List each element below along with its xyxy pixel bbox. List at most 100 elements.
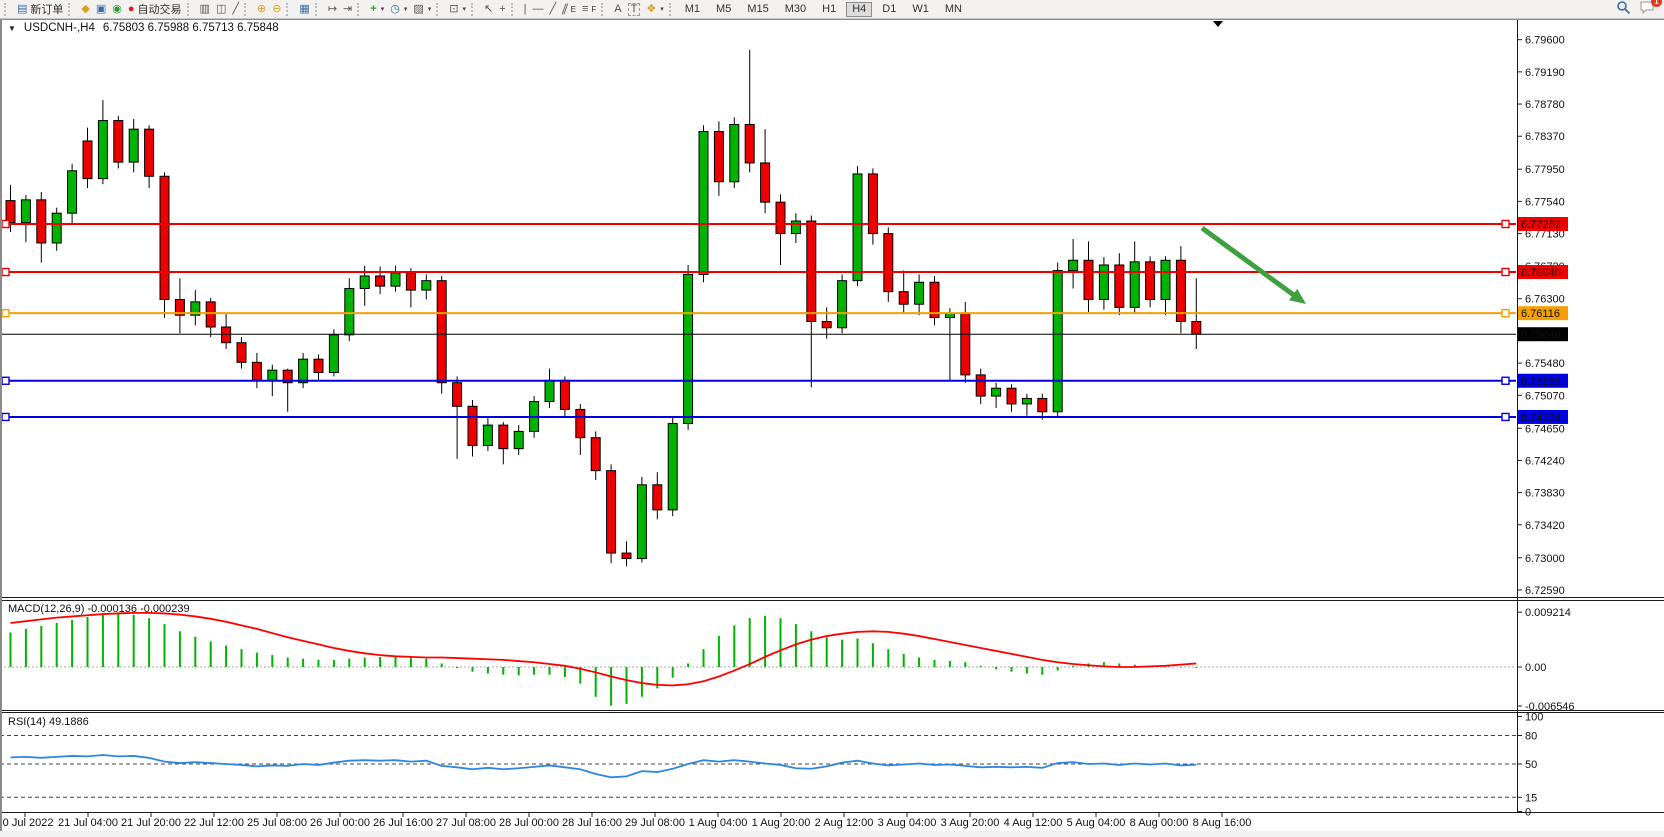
trendline-icon: ╱ [549, 2, 557, 15]
candle-body [344, 288, 355, 336]
zoom-in-button[interactable]: ⊕ [254, 1, 269, 17]
zoom-out-button[interactable]: ⊖ [269, 1, 284, 17]
timeframe-h4-button[interactable]: H4 [846, 1, 873, 17]
chart-style-button[interactable]: ⊡ ▾ [446, 1, 469, 17]
line-price-tag [1518, 265, 1568, 280]
rsi-axis-label: 100 [1525, 712, 1543, 724]
candle-body [1021, 397, 1032, 405]
signals-button[interactable]: ◉ [109, 1, 125, 17]
toolbar-grip[interactable] [601, 2, 607, 16]
candle-body [929, 281, 940, 319]
vertical-line-button[interactable]: | [521, 1, 530, 17]
trend-arrow-annotation[interactable] [1200, 225, 1300, 301]
timeframe-d1-button[interactable]: D1 [882, 2, 897, 15]
line-chart-button[interactable]: ╱ [229, 1, 242, 17]
line-handle-right[interactable] [1501, 267, 1510, 277]
candle-body [1037, 397, 1048, 413]
templates-button[interactable]: ▨ ▾ [410, 1, 434, 17]
channel-icon: ∥ [560, 2, 571, 15]
text-tool-button[interactable]: A [611, 1, 624, 17]
search-button[interactable] [1616, 0, 1631, 18]
toolbar-grip[interactable] [286, 2, 292, 16]
line-handle-left[interactable] [1, 412, 10, 422]
line-price-tag-label: 6.74794 [1521, 412, 1561, 424]
toolbar-grip[interactable] [668, 2, 675, 16]
toolbar-grip[interactable] [357, 2, 363, 16]
candle-body [914, 281, 925, 305]
candle-body [1129, 261, 1140, 308]
candlestick-button[interactable]: ◫ [213, 1, 229, 17]
line-handle-right[interactable] [1501, 376, 1510, 385]
signals-icon: ◉ [112, 2, 122, 15]
arrows-tool-icon: ❖ [646, 2, 657, 15]
metaeditor-button[interactable]: ◆ [78, 1, 92, 17]
candle-body [97, 120, 108, 180]
candle-body [421, 280, 432, 291]
chart-shift-button[interactable]: ⇥ [340, 1, 355, 17]
rsi-line [10, 754, 1197, 779]
status-strip [0, 831, 1664, 837]
candle-body [575, 408, 586, 439]
trendline-button[interactable]: ╱ [547, 1, 560, 17]
price-tick-label: 6.77130 [1525, 229, 1565, 241]
timeframe-mn-button[interactable]: MN [944, 2, 962, 15]
channel-button[interactable]: ∥ E [559, 1, 579, 17]
line-handle-right[interactable] [1501, 412, 1510, 422]
timeframe-h1-button[interactable]: H1 [822, 2, 837, 15]
candle-body [82, 140, 93, 180]
tile-windows-button[interactable]: ▦ [296, 1, 312, 17]
crosshair-button[interactable]: + [496, 1, 508, 17]
line-handle-left[interactable] [1, 219, 10, 229]
date-tick-label: 28 Jul 00:00 [499, 817, 559, 829]
toolbar-grip[interactable] [471, 2, 477, 16]
autotrading-label: 自动交易 [137, 4, 182, 16]
line-price-tag-label: 6.76116 [1521, 308, 1560, 320]
price-tick-label: 6.74240 [1525, 455, 1565, 467]
toolbar-grip[interactable] [186, 2, 193, 16]
candle-body [1068, 259, 1079, 271]
line-handle-right[interactable] [1501, 219, 1510, 229]
timeframe-m1-button[interactable]: M1 [684, 2, 701, 15]
candle-body [190, 301, 201, 316]
periods-button[interactable]: ◷ ▾ [387, 1, 410, 17]
arrows-tool-button[interactable]: ❖ ▾ [643, 1, 666, 17]
date-tick-label: 1 Aug 04:00 [689, 817, 748, 829]
candle-body [51, 212, 62, 244]
date-tick-label: 26 Jul 16:00 [373, 817, 433, 829]
toolbar-grip[interactable] [68, 2, 74, 16]
candle-body [1191, 320, 1202, 335]
new-order-button[interactable]: ▤ 新订单 [14, 1, 66, 17]
timeframe-m5-button[interactable]: M5 [716, 2, 732, 15]
chart-shift-marker-icon[interactable] [1213, 21, 1223, 27]
price-tick-label: 6.72590 [1525, 585, 1565, 597]
bar-chart-button[interactable]: ▥ [197, 1, 213, 17]
charts-button[interactable]: ▣ [93, 1, 109, 17]
toolbar-grip[interactable] [243, 2, 250, 16]
timeframe-w1-button[interactable]: W1 [912, 2, 929, 15]
toolbar-grip[interactable] [4, 2, 10, 16]
toolbar-grip[interactable] [510, 2, 517, 16]
line-handle-left[interactable] [1, 376, 10, 385]
timeframe-m15-button[interactable]: M15 [747, 2, 769, 15]
price-tick-label: 6.73830 [1525, 488, 1565, 500]
auto-scroll-button[interactable]: ↦ [325, 1, 340, 17]
toolbar-grip[interactable] [436, 2, 442, 16]
macd-axis-label: -0.006546 [1525, 701, 1575, 713]
chart-menu-caret-icon[interactable]: ▼ [8, 23, 16, 33]
cursor-button[interactable]: ↖ [481, 1, 496, 17]
toolbar-grip[interactable] [314, 2, 321, 16]
timeframe-m30-button[interactable]: M30 [784, 2, 807, 15]
autotrading-button[interactable]: ● 自动交易 [125, 1, 185, 17]
line-handle-right[interactable] [1501, 308, 1510, 318]
horizontal-line-button[interactable]: — [530, 1, 547, 17]
text-label-button[interactable]: T [625, 1, 644, 17]
indicators-button[interactable]: + ▾ [367, 1, 387, 17]
date-tick-label: 21 Jul 20:00 [121, 817, 181, 829]
chart-shift-icon: ⇥ [343, 2, 353, 15]
notifications-button[interactable]: 1 [1639, 0, 1662, 18]
fibonacci-button[interactable]: ≡ F [579, 1, 599, 17]
line-handle-left[interactable] [1, 267, 10, 277]
line-handle-left[interactable] [1, 308, 10, 318]
candle-body [898, 291, 909, 305]
